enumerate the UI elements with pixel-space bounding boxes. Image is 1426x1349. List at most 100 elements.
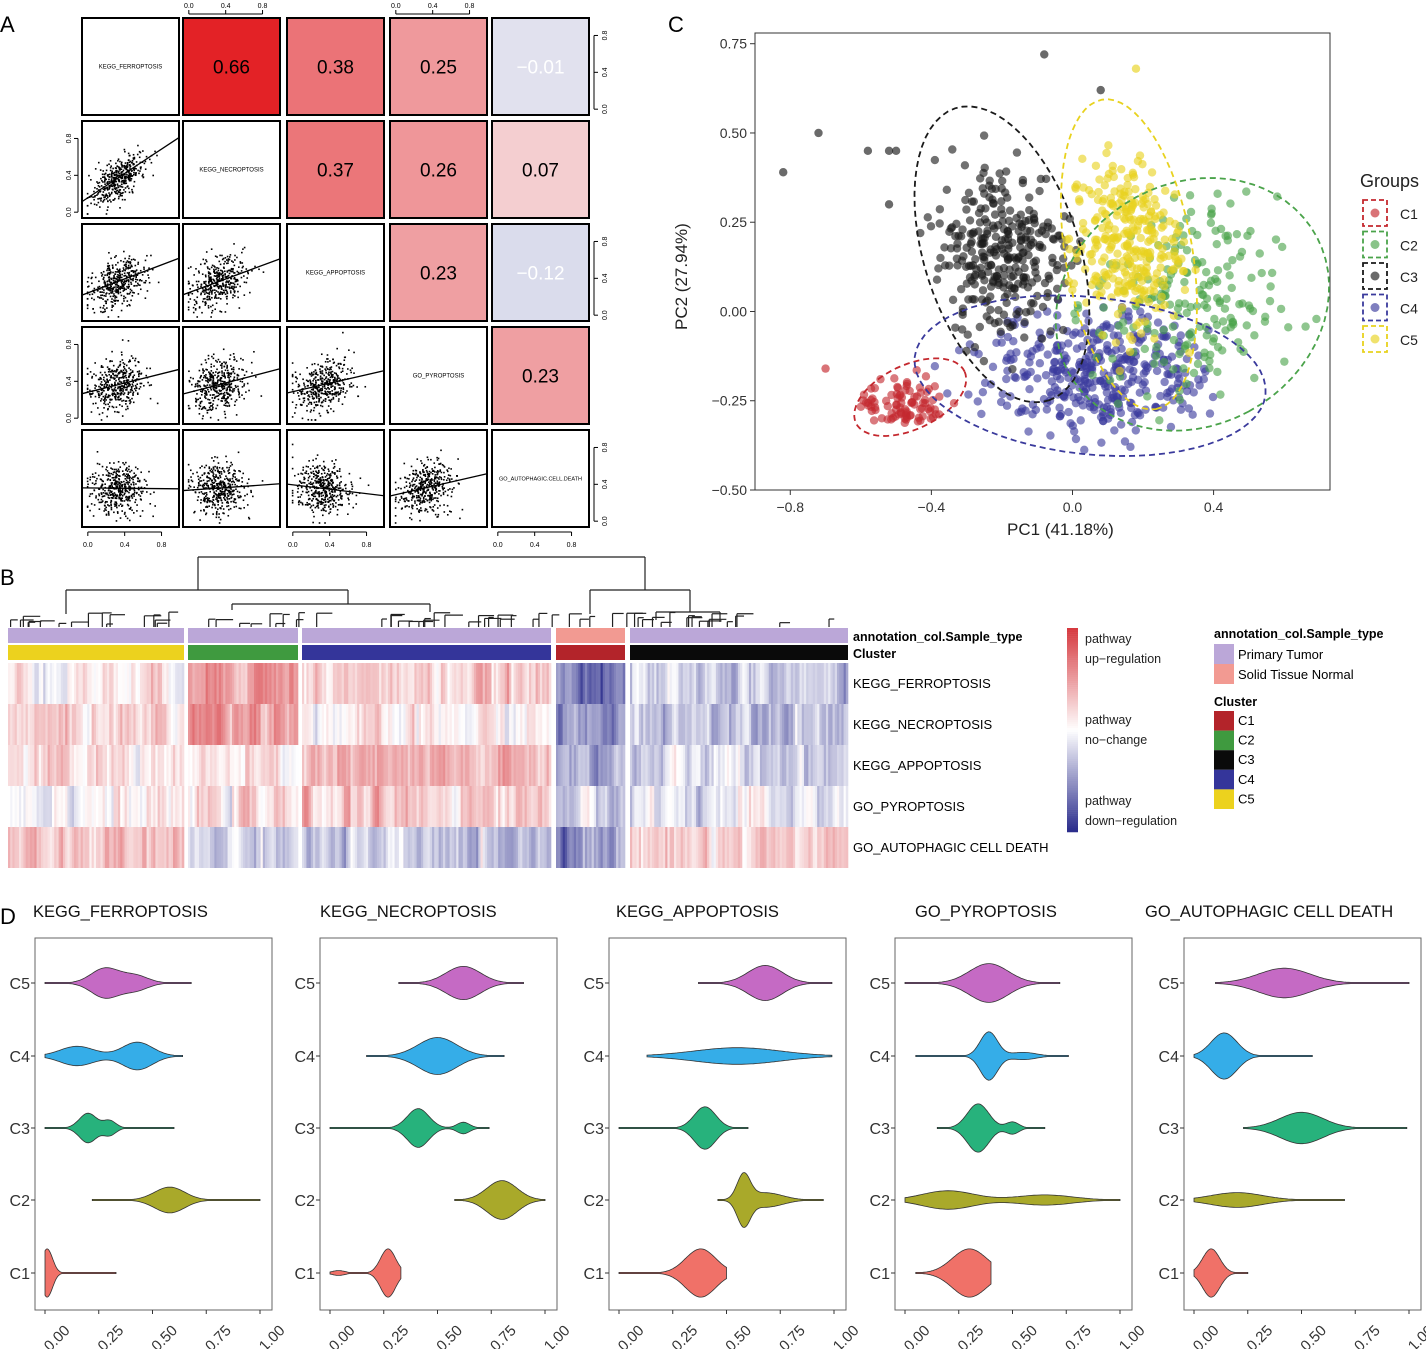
scatter-point (312, 521, 314, 524)
scatter-point (332, 504, 335, 507)
scatter-point (314, 491, 316, 493)
scatter-point (423, 463, 426, 466)
scatter-point (217, 503, 219, 506)
scatter-point (134, 272, 137, 274)
scatter-point (128, 367, 130, 369)
scatter-point (426, 479, 429, 482)
scatter-point (229, 507, 232, 510)
scatter-point (189, 469, 192, 472)
scatter-point (100, 381, 103, 383)
scatter-point (118, 277, 121, 280)
scatter-point (217, 495, 219, 498)
scatter-point (218, 260, 221, 263)
scatter-point (423, 501, 425, 503)
scatter-point (120, 177, 123, 180)
scatter-point (206, 500, 208, 503)
pca-point (1086, 378, 1095, 387)
scatter-point (132, 174, 135, 176)
scatter-point (113, 185, 116, 188)
scatter-point (206, 409, 209, 412)
scatter-point (88, 174, 90, 177)
scatter-point (402, 492, 404, 495)
scatter-point (114, 483, 116, 485)
scatter-point (111, 468, 114, 470)
scatter-point (412, 483, 414, 486)
scatter-point (426, 456, 429, 459)
scatter-point (291, 416, 294, 418)
scatter-point (222, 274, 225, 277)
scatter-point (127, 499, 129, 502)
scatter-point (219, 291, 222, 293)
scatter-point (98, 394, 100, 396)
scatter-point (209, 373, 212, 376)
pca-point (1140, 344, 1150, 354)
scatter-point (412, 472, 414, 475)
scatter-point (217, 394, 220, 397)
scatter-point (213, 285, 216, 287)
scatter-point (313, 362, 316, 365)
scatter-point (120, 499, 122, 502)
scatter-point (125, 408, 127, 411)
scatter-point (119, 363, 122, 366)
scatter-point (101, 495, 104, 498)
scatter-point (424, 480, 426, 483)
scatter-point (100, 498, 103, 501)
scatter-point (332, 487, 335, 490)
scatter-point (94, 186, 96, 189)
scatter-point (232, 480, 234, 483)
scatter-point (101, 483, 104, 486)
scatter-point (137, 144, 139, 147)
scatter-point (434, 486, 436, 489)
scatter-point (316, 387, 319, 389)
scatter-point (131, 383, 134, 386)
pca-point (1106, 407, 1116, 417)
scatter-point (315, 474, 318, 477)
scatter-point (219, 285, 222, 288)
scatter-point (226, 262, 228, 265)
scatter-point (116, 175, 119, 177)
scatter-point (250, 361, 253, 364)
scatter-point (138, 388, 141, 390)
scatter-point (197, 484, 200, 487)
scatter-point (247, 271, 249, 274)
scatter-point (114, 188, 117, 191)
scatter-point (102, 278, 105, 280)
scatter-point (226, 286, 229, 288)
scatter-point (224, 486, 227, 488)
scatter-point (193, 486, 195, 488)
scatter-point (207, 272, 210, 275)
scatter-point (309, 468, 312, 470)
scatter-point (89, 371, 92, 373)
correlation-value: 0.38 (317, 58, 354, 79)
scatter-point (235, 501, 237, 504)
scatter-point (122, 462, 124, 464)
scatter-point (216, 376, 218, 379)
scatter-point (197, 385, 199, 388)
scatter-point (206, 501, 209, 504)
scatter-point (418, 511, 420, 514)
scatter-point (425, 491, 427, 493)
scatter-point (101, 374, 104, 376)
scatter-point (246, 482, 249, 485)
pca-point (1159, 332, 1168, 341)
scatter-point (94, 402, 97, 405)
scatter-point (240, 485, 243, 487)
scatter-point (223, 361, 225, 363)
pca-point (1116, 420, 1126, 429)
scatter-point (119, 270, 122, 273)
scatter-point (297, 395, 300, 397)
scatter-point (416, 476, 418, 479)
scatter-point (104, 300, 107, 302)
scatter-point (133, 285, 135, 287)
scatter-point (317, 393, 320, 396)
scatter-point (133, 171, 135, 174)
scatter-point (334, 491, 336, 493)
scatter-point (126, 285, 128, 288)
correlation-matrix-panel: KEGG_FERROPTOSISKEGG_NECROPTOSISKEGG_APP… (66, 3, 609, 549)
scatter-point (312, 485, 314, 488)
scatter-point (220, 389, 223, 392)
scatter-point (335, 393, 338, 395)
scatter-point (324, 498, 327, 501)
scatter-point (227, 502, 230, 504)
scatter-point (330, 384, 332, 386)
